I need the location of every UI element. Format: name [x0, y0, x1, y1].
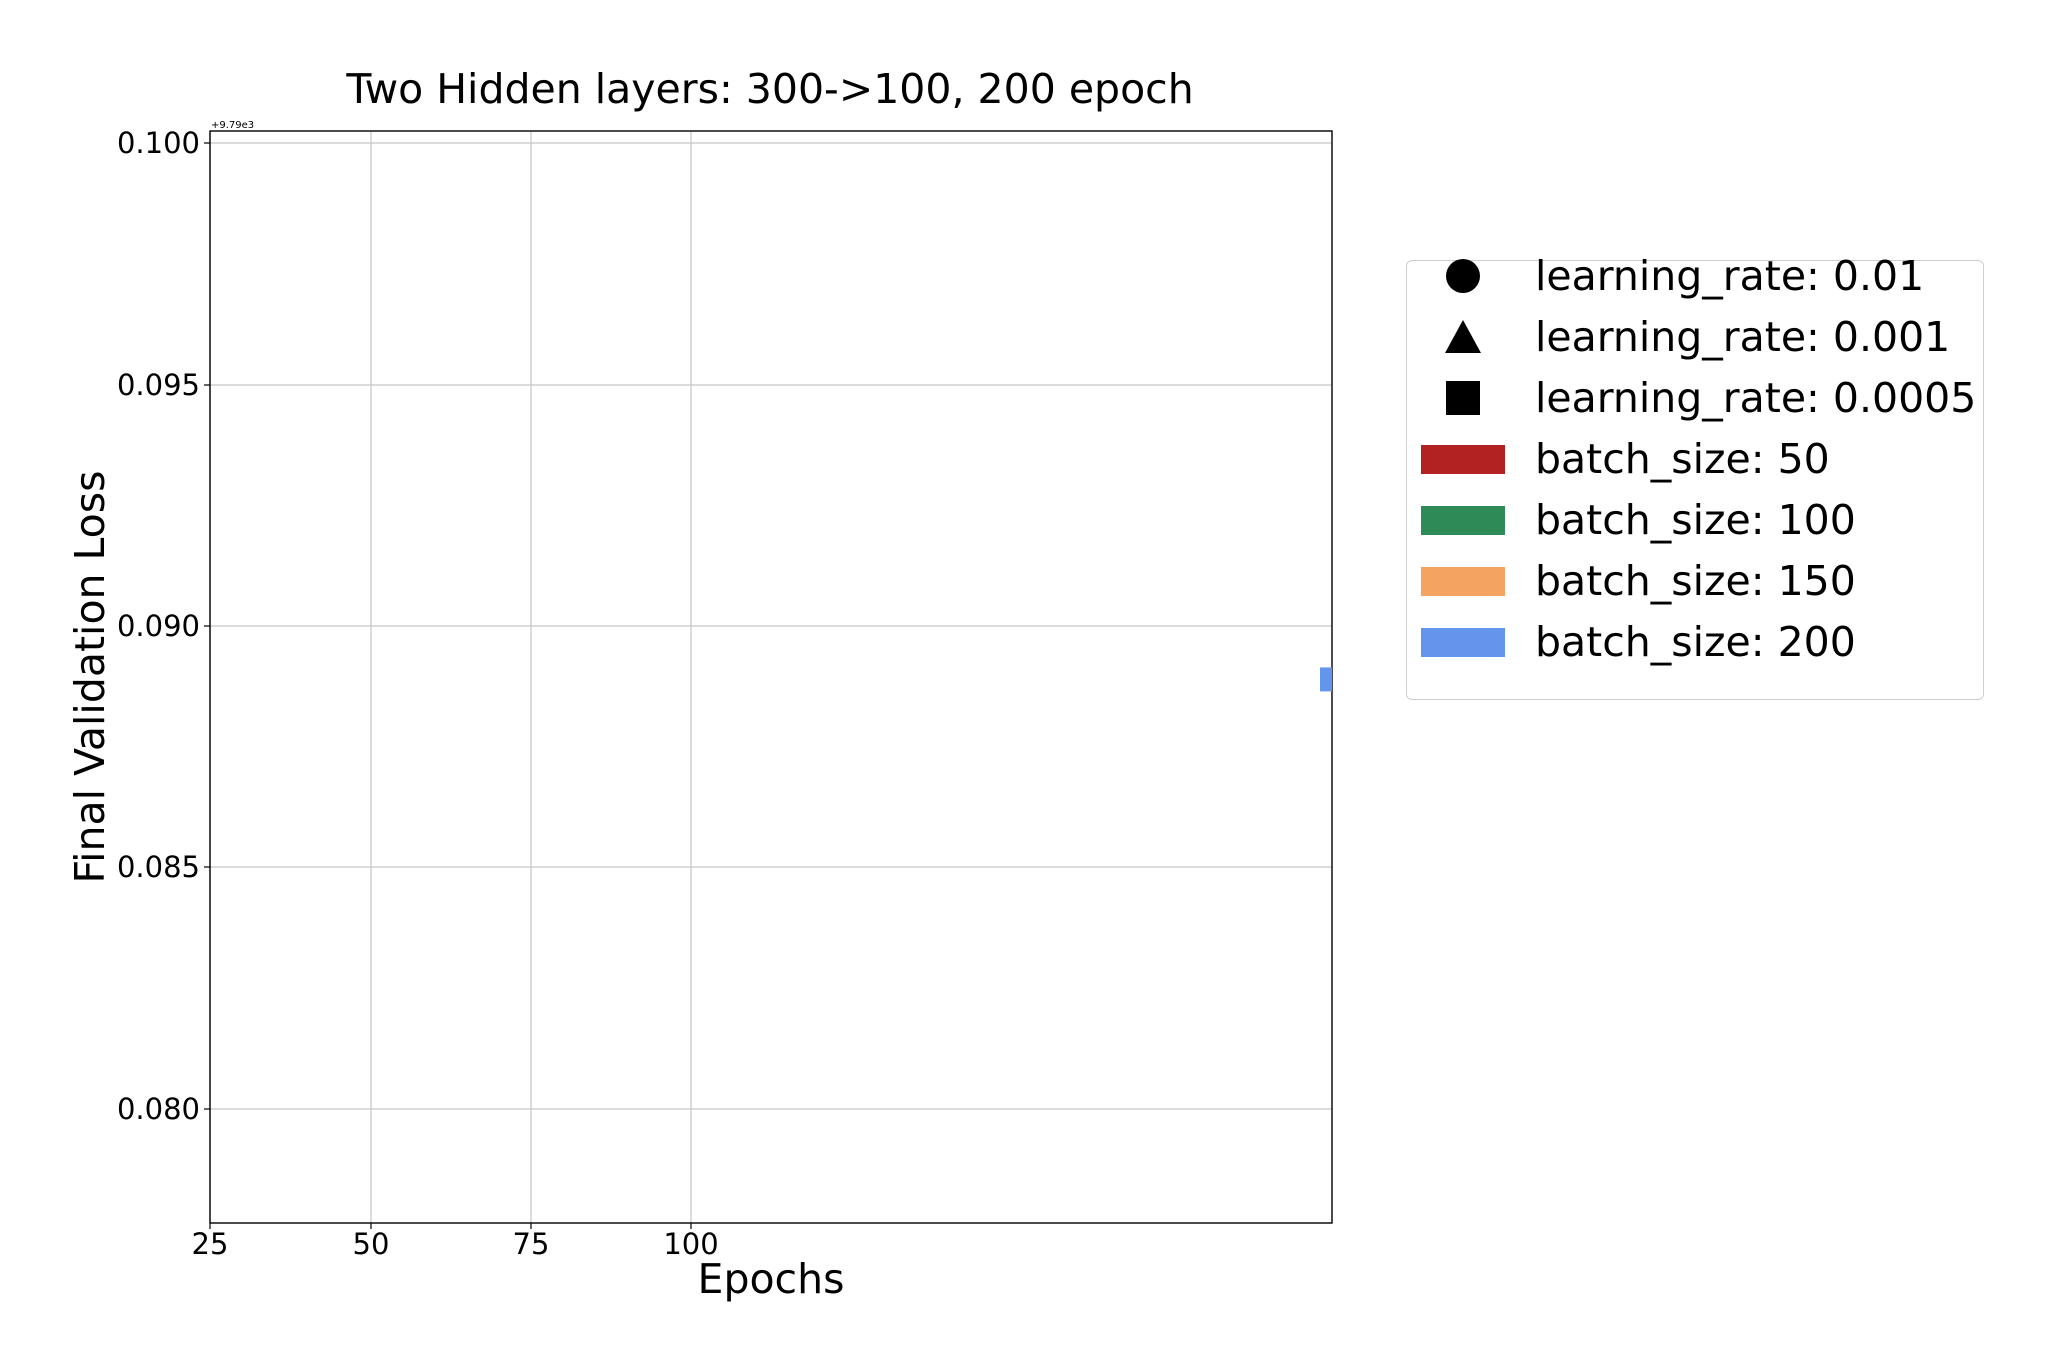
x-tick-label: 25: [192, 1227, 229, 1261]
legend-entry: batch_size: 50: [1407, 435, 1983, 483]
y-tick-label: 0.080: [117, 1092, 200, 1126]
legend-entry: batch_size: 150: [1407, 557, 1983, 605]
x-tick-label: 75: [513, 1227, 550, 1261]
plot-area-frame: [209, 130, 1333, 1224]
legend-entry: batch_size: 200: [1407, 618, 1983, 666]
legend-color-swatch: [1421, 567, 1505, 596]
x-tick-label: 50: [353, 1227, 390, 1261]
y-tick-label: 0.085: [117, 850, 200, 884]
y-tick-label: 0.090: [117, 609, 200, 643]
x-axis-label: Epochs: [698, 1255, 845, 1303]
y-tick-label: 0.095: [117, 368, 200, 402]
data-points: [1320, 667, 1332, 692]
y-offset-text: +9.79e3: [211, 120, 254, 131]
legend-color-swatch: [1421, 506, 1505, 535]
legend-label: batch_size: 150: [1535, 557, 1856, 605]
legend-triangle-marker-icon: [1445, 320, 1481, 353]
y-tick-labels: 0.080 0.085 0.090 0.095 0.100: [117, 126, 210, 1126]
legend-square-marker-icon: [1446, 381, 1480, 415]
legend-color-swatch: [1421, 445, 1505, 474]
legend-label: learning_rate: 0.0005: [1535, 374, 1977, 422]
legend-entry: learning_rate: 0.0005: [1407, 374, 1983, 422]
data-point-marker: [1320, 667, 1332, 692]
grid-lines: [209, 131, 1332, 1223]
chart-title: Two Hidden layers: 300->100, 200 epoch: [345, 65, 1193, 113]
legend-label: learning_rate: 0.001: [1535, 313, 1951, 361]
legend-circle-marker-icon: [1446, 259, 1480, 293]
y-tick-label: 0.100: [117, 126, 200, 160]
x-tick-labels: 25 50 75 100: [192, 1223, 719, 1261]
legend-label: batch_size: 50: [1535, 435, 1830, 483]
legend-label: batch_size: 100: [1535, 496, 1856, 544]
legend: learning_rate: 0.01 learning_rate: 0.001 l…: [1406, 253, 1984, 700]
x-tick-label: 100: [663, 1227, 718, 1261]
legend-entry: batch_size: 100: [1407, 496, 1983, 544]
legend-label: batch_size: 200: [1535, 618, 1856, 666]
legend-color-swatch: [1421, 628, 1505, 657]
legend-entry: learning_rate: 0.001: [1407, 313, 1983, 361]
y-axis-label: Final Validation Loss: [66, 471, 114, 884]
legend-entry: learning_rate: 0.01: [1407, 252, 1983, 300]
legend-label: learning_rate: 0.01: [1535, 252, 1925, 300]
